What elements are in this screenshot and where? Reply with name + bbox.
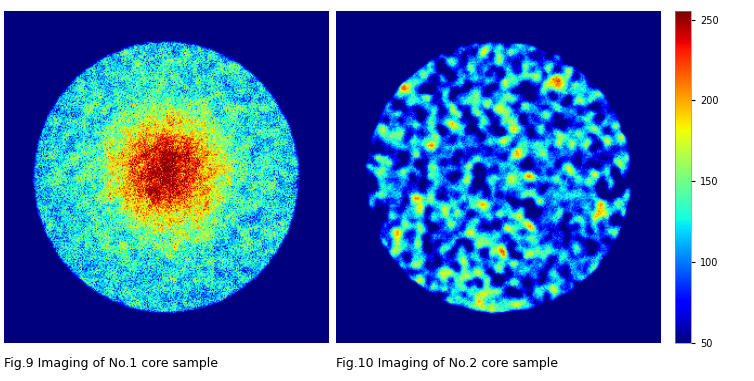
Text: Fig.9 Imaging of No.1 core sample: Fig.9 Imaging of No.1 core sample — [4, 357, 218, 370]
Text: Fig.10 Imaging of No.2 core sample: Fig.10 Imaging of No.2 core sample — [336, 357, 557, 370]
